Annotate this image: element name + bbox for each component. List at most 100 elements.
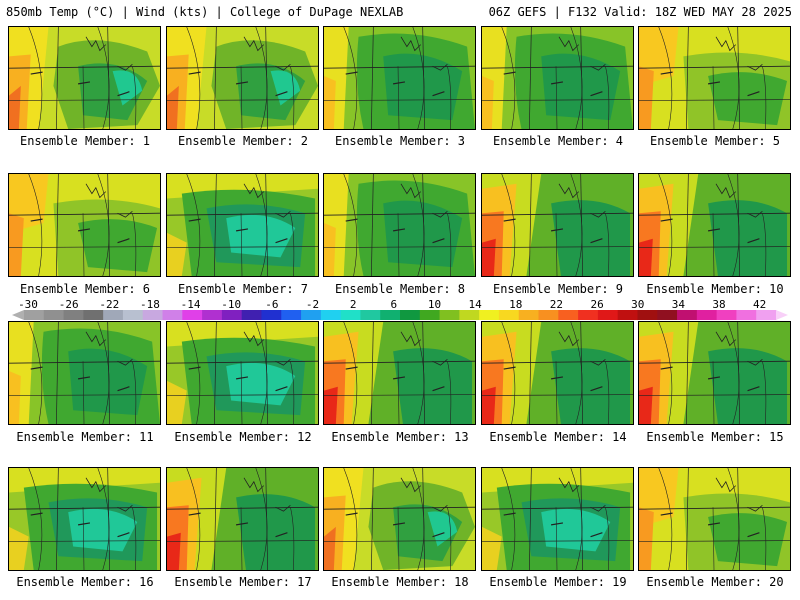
boundary-line bbox=[529, 468, 532, 570]
temperature-shade bbox=[236, 494, 316, 570]
color-scale-swatch bbox=[142, 310, 164, 320]
temperature-shade bbox=[167, 380, 187, 424]
boundary-line bbox=[186, 468, 201, 570]
boundary-line bbox=[529, 322, 532, 424]
color-scale-swatch bbox=[360, 310, 381, 320]
boundary-line bbox=[400, 36, 421, 52]
boundary-line bbox=[747, 358, 763, 366]
boundary-line bbox=[188, 366, 288, 392]
boundary-line bbox=[660, 366, 760, 392]
color-scale-swatch bbox=[182, 310, 203, 320]
boundary-line bbox=[747, 504, 763, 512]
temperature-shade bbox=[324, 386, 338, 424]
boundary-line bbox=[167, 246, 318, 248]
ensemble-member-label: Ensemble Member: 9 bbox=[492, 282, 624, 296]
temperature-map bbox=[167, 174, 318, 276]
boundary-line bbox=[290, 361, 295, 424]
boundary-line bbox=[501, 27, 516, 129]
boundary-line bbox=[660, 71, 760, 97]
boundary-line bbox=[82, 361, 85, 424]
boundary-line bbox=[447, 66, 452, 129]
ensemble-member-label: Ensemble Member: 10 bbox=[646, 282, 784, 296]
boundary-line bbox=[188, 512, 288, 538]
temperature-map bbox=[482, 468, 633, 570]
boundary-line bbox=[240, 213, 243, 276]
boundary-line bbox=[9, 360, 160, 364]
ensemble-panel bbox=[638, 173, 791, 277]
boundary-line bbox=[482, 99, 633, 101]
boundary-line bbox=[727, 27, 740, 129]
model-run-info: 06Z GEFS | F132 Valid: 18Z WED MAY 28 20… bbox=[488, 5, 792, 19]
temperature-shade bbox=[393, 348, 473, 424]
boundary-line bbox=[243, 331, 264, 347]
boundary-line bbox=[324, 99, 475, 101]
boundary-line bbox=[345, 366, 445, 392]
boundary-line bbox=[482, 394, 633, 396]
ensemble-panel bbox=[638, 26, 791, 130]
color-scale-tick-label: 14 bbox=[468, 298, 482, 311]
color-scale-swatch bbox=[103, 310, 124, 320]
header: 850mb Temp (°C) | Wind (kts) | College o… bbox=[0, 0, 800, 22]
color-scale-swatch bbox=[122, 310, 144, 320]
temperature-shade bbox=[708, 513, 788, 567]
boundary-line bbox=[343, 174, 358, 276]
boundary-line bbox=[82, 66, 85, 129]
boundary-line bbox=[503, 366, 603, 392]
boundary-line bbox=[762, 213, 767, 276]
boundary-line bbox=[117, 63, 133, 71]
color-scale-swatch bbox=[597, 310, 619, 320]
boundary-line bbox=[324, 212, 475, 216]
boundary-line bbox=[345, 71, 445, 97]
color-scale-tick-label: 6 bbox=[390, 298, 398, 311]
boundary-line bbox=[324, 65, 475, 69]
boundary-line bbox=[214, 322, 217, 424]
boundary-line bbox=[660, 512, 760, 538]
color-scale-tick-label: -30 bbox=[18, 298, 38, 311]
temperature-shade bbox=[383, 200, 463, 268]
temperature-shade bbox=[167, 232, 187, 276]
color-scale-max-arrow bbox=[776, 310, 788, 320]
boundary-line bbox=[167, 99, 318, 101]
color-scale-tick-label: -14 bbox=[180, 298, 201, 311]
boundary-line bbox=[28, 322, 43, 424]
boundary-line bbox=[28, 468, 43, 570]
color-scale-swatch bbox=[578, 310, 599, 320]
boundary-line bbox=[590, 358, 606, 366]
boundary-line bbox=[186, 322, 201, 424]
boundary-line bbox=[345, 512, 445, 538]
color-scale-swatch bbox=[498, 310, 520, 320]
temperature-map bbox=[167, 468, 318, 570]
boundary-line bbox=[605, 361, 610, 424]
boundary-line bbox=[639, 540, 790, 542]
boundary-line bbox=[590, 210, 606, 218]
color-scale-swatch bbox=[301, 310, 322, 320]
boundary-line bbox=[400, 183, 421, 199]
temperature-shade bbox=[324, 76, 336, 129]
boundary-line bbox=[639, 212, 790, 216]
color-scale-tick-label: 2 bbox=[349, 298, 357, 311]
boundary-line bbox=[660, 218, 760, 244]
boundary-line bbox=[324, 506, 475, 510]
boundary-line bbox=[727, 174, 740, 276]
boundary-line bbox=[9, 212, 160, 216]
boundary-line bbox=[639, 360, 790, 364]
boundary-line bbox=[686, 174, 689, 276]
boundary-line bbox=[501, 468, 516, 570]
temperature-shade bbox=[324, 223, 336, 276]
color-scale-swatch bbox=[756, 310, 777, 320]
boundary-line bbox=[590, 63, 606, 71]
color-scale-swatch bbox=[43, 310, 65, 320]
color-scale-swatch bbox=[400, 310, 421, 320]
color-scale-tick-label: -6 bbox=[265, 298, 279, 311]
boundary-line bbox=[712, 507, 715, 570]
boundary-line bbox=[570, 174, 583, 276]
color-scale-tick-label: 30 bbox=[631, 298, 645, 311]
boundary-line bbox=[186, 27, 201, 129]
temperature-map bbox=[9, 322, 160, 424]
color-scale-swatch bbox=[657, 310, 678, 320]
boundary-line bbox=[570, 322, 583, 424]
boundary-line bbox=[56, 174, 59, 276]
boundary-line bbox=[712, 361, 715, 424]
boundary-line bbox=[290, 213, 295, 276]
boundary-line bbox=[132, 361, 137, 424]
